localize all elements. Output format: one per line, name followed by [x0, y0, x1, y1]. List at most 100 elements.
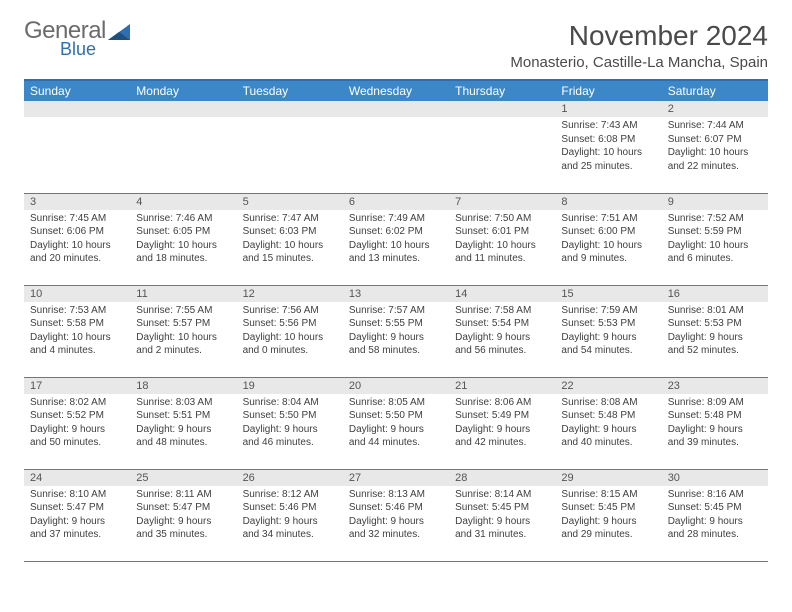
day-sunset: Sunset: 5:50 PM: [243, 409, 337, 423]
day-daylight1: Daylight: 10 hours: [30, 239, 124, 253]
day-sunrise: Sunrise: 7:56 AM: [243, 304, 337, 318]
day-number: 23: [662, 378, 768, 394]
calendar-day-cell: 25Sunrise: 8:11 AMSunset: 5:47 PMDayligh…: [130, 469, 236, 561]
day-sunset: Sunset: 5:55 PM: [349, 317, 443, 331]
day-number: 10: [24, 286, 130, 302]
day-daylight1: Daylight: 9 hours: [30, 423, 124, 437]
day-number: 5: [237, 194, 343, 210]
calendar-day-cell: 22Sunrise: 8:08 AMSunset: 5:48 PMDayligh…: [555, 377, 661, 469]
day-details: Sunrise: 8:08 AMSunset: 5:48 PMDaylight:…: [555, 394, 661, 454]
day-daylight2: and 20 minutes.: [30, 252, 124, 266]
weekday-header: Sunday: [24, 80, 130, 101]
day-number: 26: [237, 470, 343, 486]
day-sunset: Sunset: 5:51 PM: [136, 409, 230, 423]
day-daylight2: and 31 minutes.: [455, 528, 549, 542]
day-sunrise: Sunrise: 8:10 AM: [30, 488, 124, 502]
calendar-day-cell: 18Sunrise: 8:03 AMSunset: 5:51 PMDayligh…: [130, 377, 236, 469]
day-details: Sunrise: 8:01 AMSunset: 5:53 PMDaylight:…: [662, 302, 768, 362]
day-details: Sunrise: 8:16 AMSunset: 5:45 PMDaylight:…: [662, 486, 768, 546]
day-number: 12: [237, 286, 343, 302]
day-number: 9: [662, 194, 768, 210]
day-sunset: Sunset: 5:57 PM: [136, 317, 230, 331]
day-sunrise: Sunrise: 8:14 AM: [455, 488, 549, 502]
day-sunset: Sunset: 5:53 PM: [668, 317, 762, 331]
day-sunrise: Sunrise: 7:58 AM: [455, 304, 549, 318]
day-sunrise: Sunrise: 8:13 AM: [349, 488, 443, 502]
day-daylight2: and 11 minutes.: [455, 252, 549, 266]
day-daylight1: Daylight: 9 hours: [668, 331, 762, 345]
day-sunrise: Sunrise: 7:44 AM: [668, 119, 762, 133]
calendar-day-cell: 17Sunrise: 8:02 AMSunset: 5:52 PMDayligh…: [24, 377, 130, 469]
calendar-day-cell: [130, 101, 236, 193]
day-sunset: Sunset: 6:01 PM: [455, 225, 549, 239]
day-daylight1: Daylight: 9 hours: [561, 423, 655, 437]
day-sunrise: Sunrise: 8:06 AM: [455, 396, 549, 410]
day-daylight1: Daylight: 9 hours: [30, 515, 124, 529]
calendar-week-row: 24Sunrise: 8:10 AMSunset: 5:47 PMDayligh…: [24, 469, 768, 561]
calendar-day-cell: 8Sunrise: 7:51 AMSunset: 6:00 PMDaylight…: [555, 193, 661, 285]
day-daylight1: Daylight: 9 hours: [455, 515, 549, 529]
day-sunrise: Sunrise: 7:57 AM: [349, 304, 443, 318]
brand-triangle-icon: [108, 22, 134, 47]
day-daylight1: Daylight: 9 hours: [561, 515, 655, 529]
day-details: Sunrise: 8:11 AMSunset: 5:47 PMDaylight:…: [130, 486, 236, 546]
day-daylight2: and 40 minutes.: [561, 436, 655, 450]
calendar-table: Sunday Monday Tuesday Wednesday Thursday…: [24, 79, 768, 562]
day-details: Sunrise: 8:13 AMSunset: 5:46 PMDaylight:…: [343, 486, 449, 546]
day-sunrise: Sunrise: 8:02 AM: [30, 396, 124, 410]
day-daylight1: Daylight: 10 hours: [30, 331, 124, 345]
day-daylight2: and 44 minutes.: [349, 436, 443, 450]
day-daylight1: Daylight: 10 hours: [136, 331, 230, 345]
day-number: 29: [555, 470, 661, 486]
day-details: Sunrise: 7:55 AMSunset: 5:57 PMDaylight:…: [130, 302, 236, 362]
day-sunrise: Sunrise: 8:05 AM: [349, 396, 443, 410]
calendar-day-cell: 19Sunrise: 8:04 AMSunset: 5:50 PMDayligh…: [237, 377, 343, 469]
day-details: Sunrise: 8:14 AMSunset: 5:45 PMDaylight:…: [449, 486, 555, 546]
day-number: 25: [130, 470, 236, 486]
day-daylight1: Daylight: 9 hours: [349, 515, 443, 529]
day-daylight2: and 42 minutes.: [455, 436, 549, 450]
calendar-day-cell: [449, 101, 555, 193]
day-sunset: Sunset: 5:45 PM: [561, 501, 655, 515]
day-sunrise: Sunrise: 8:03 AM: [136, 396, 230, 410]
day-sunset: Sunset: 6:03 PM: [243, 225, 337, 239]
calendar-day-cell: 6Sunrise: 7:49 AMSunset: 6:02 PMDaylight…: [343, 193, 449, 285]
day-daylight1: Daylight: 10 hours: [561, 146, 655, 160]
brand-logo: General Blue: [24, 20, 134, 58]
day-sunset: Sunset: 5:58 PM: [30, 317, 124, 331]
day-sunset: Sunset: 5:45 PM: [668, 501, 762, 515]
day-sunrise: Sunrise: 7:49 AM: [349, 212, 443, 226]
day-number: 24: [24, 470, 130, 486]
day-sunset: Sunset: 5:48 PM: [668, 409, 762, 423]
calendar-day-cell: 7Sunrise: 7:50 AMSunset: 6:01 PMDaylight…: [449, 193, 555, 285]
day-sunset: Sunset: 5:49 PM: [455, 409, 549, 423]
day-sunset: Sunset: 5:46 PM: [349, 501, 443, 515]
calendar-day-cell: 30Sunrise: 8:16 AMSunset: 5:45 PMDayligh…: [662, 469, 768, 561]
day-details: Sunrise: 7:47 AMSunset: 6:03 PMDaylight:…: [237, 210, 343, 270]
day-details: Sunrise: 7:51 AMSunset: 6:00 PMDaylight:…: [555, 210, 661, 270]
day-daylight2: and 50 minutes.: [30, 436, 124, 450]
weekday-header: Thursday: [449, 80, 555, 101]
day-details: Sunrise: 8:03 AMSunset: 5:51 PMDaylight:…: [130, 394, 236, 454]
day-sunset: Sunset: 5:45 PM: [455, 501, 549, 515]
day-sunset: Sunset: 5:52 PM: [30, 409, 124, 423]
day-details: Sunrise: 7:53 AMSunset: 5:58 PMDaylight:…: [24, 302, 130, 362]
day-sunrise: Sunrise: 7:59 AM: [561, 304, 655, 318]
day-daylight2: and 18 minutes.: [136, 252, 230, 266]
calendar-day-cell: 26Sunrise: 8:12 AMSunset: 5:46 PMDayligh…: [237, 469, 343, 561]
day-number: 28: [449, 470, 555, 486]
day-details: Sunrise: 7:57 AMSunset: 5:55 PMDaylight:…: [343, 302, 449, 362]
day-details: Sunrise: 7:59 AMSunset: 5:53 PMDaylight:…: [555, 302, 661, 362]
location-label: Monasterio, Castille-La Mancha, Spain: [510, 54, 768, 71]
day-number: 13: [343, 286, 449, 302]
calendar-day-cell: 28Sunrise: 8:14 AMSunset: 5:45 PMDayligh…: [449, 469, 555, 561]
day-sunset: Sunset: 5:46 PM: [243, 501, 337, 515]
day-daylight2: and 35 minutes.: [136, 528, 230, 542]
day-sunset: Sunset: 6:06 PM: [30, 225, 124, 239]
day-sunrise: Sunrise: 7:55 AM: [136, 304, 230, 318]
day-number: 3: [24, 194, 130, 210]
day-sunrise: Sunrise: 7:50 AM: [455, 212, 549, 226]
day-daylight1: Daylight: 9 hours: [668, 515, 762, 529]
day-daylight1: Daylight: 9 hours: [349, 331, 443, 345]
day-details: Sunrise: 8:05 AMSunset: 5:50 PMDaylight:…: [343, 394, 449, 454]
